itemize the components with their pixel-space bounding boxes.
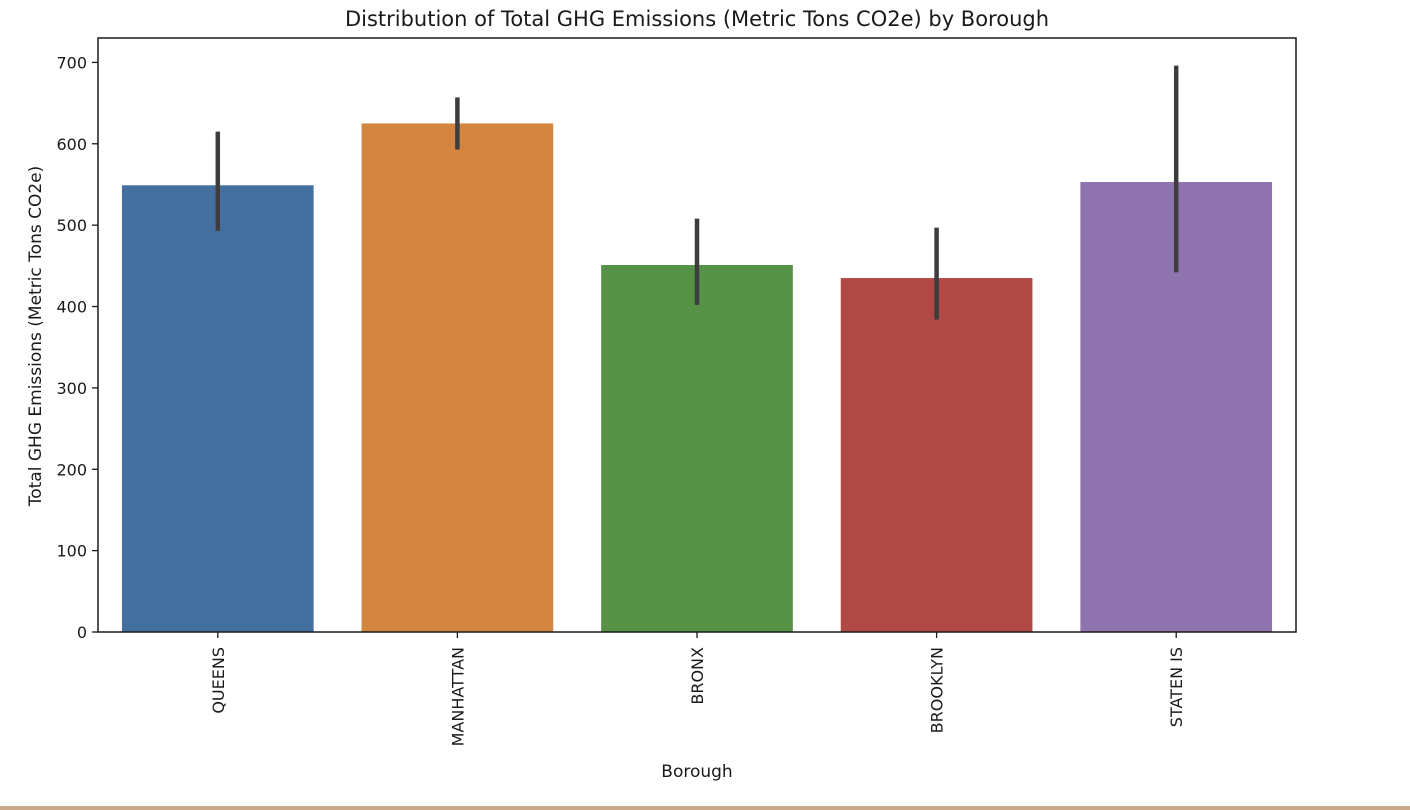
x-tick-label: QUEENS: [209, 647, 228, 714]
x-axis-ticks: QUEENS MANHATTAN BRONX BROOKLYN STATEN IS: [209, 632, 1186, 746]
y-tick-label: 500: [56, 216, 87, 235]
y-tick-label: 300: [56, 379, 87, 398]
y-tick-label: 600: [56, 135, 87, 154]
y-tick-label: 200: [56, 460, 87, 479]
x-axis-label: Borough: [661, 762, 732, 782]
error-bars: [215, 65, 1179, 320]
chart-title: Distribution of Total GHG Emissions (Met…: [345, 7, 1049, 31]
bar-bronx: [601, 265, 793, 632]
bar-brooklyn: [840, 278, 1033, 632]
y-axis-label: Total GHG Emissions (Metric Tons CO2e): [26, 166, 46, 508]
y-tick-label: 0: [77, 623, 87, 642]
bars: [121, 123, 1273, 632]
y-axis-ticks: 0 100 200 300 400 500 600 700: [56, 53, 98, 642]
x-tick-label: BRONX: [688, 647, 707, 705]
x-tick-label: MANHATTAN: [448, 647, 467, 746]
bar-manhattan: [361, 123, 554, 632]
y-tick-label: 700: [56, 53, 87, 72]
x-tick-label: STATEN IS: [1167, 647, 1186, 727]
x-tick-label: BROOKLYN: [928, 647, 947, 733]
bar-queens: [121, 185, 314, 632]
plot-frame: [97, 37, 1297, 633]
y-tick-label: 400: [56, 298, 87, 317]
y-tick-label: 100: [56, 542, 87, 561]
